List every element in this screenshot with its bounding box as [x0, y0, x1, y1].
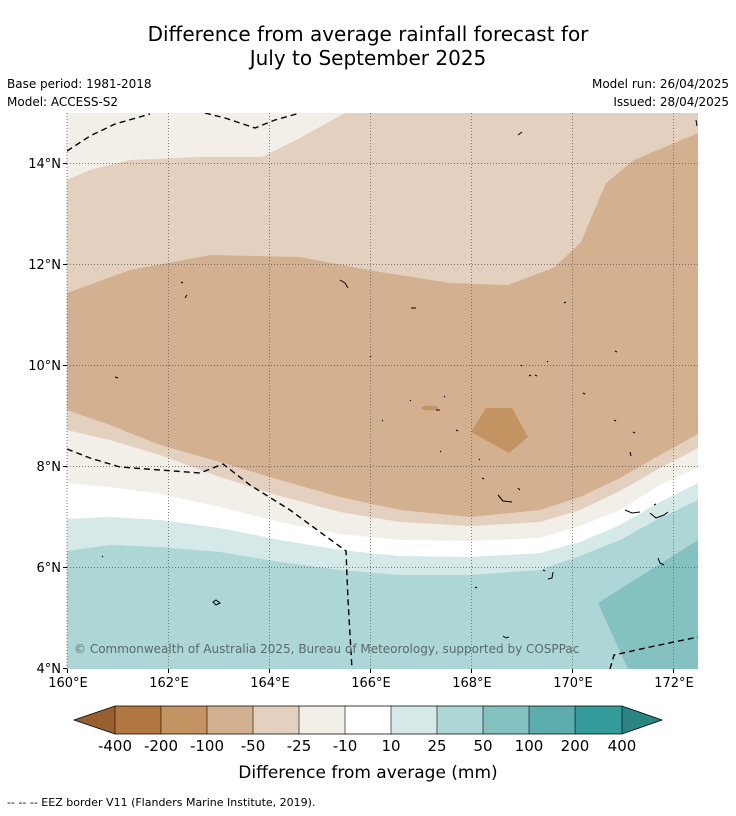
colorbar-labels: -400 -200 -100 -50 -25 -10 10 25 50 100 … [98, 737, 636, 755]
lon-tick-162: 162°E [149, 676, 189, 691]
meta-right: Model run: 26/04/2025 Issued: 28/04/2025 [592, 75, 729, 111]
eez-footnote: -- -- -- EEZ border V11 (Flanders Marine… [7, 796, 316, 809]
lon-tick-166: 166°E [351, 676, 391, 691]
cb-tick-7: 25 [427, 737, 446, 755]
cb-tick-1: -200 [144, 737, 178, 755]
colorbar-extend-low [74, 706, 115, 734]
cb-tick-0: -400 [98, 737, 132, 755]
lon-tick-164: 164°E [250, 676, 290, 691]
model-run: Model run: 26/04/2025 [591, 77, 729, 91]
colorbar-swatch-7 [391, 706, 437, 734]
islands [101, 119, 698, 639]
meta-left: Base period: 1981-2018 Model: ACCESS-S2 [7, 75, 152, 111]
lat-tick-6: 6°N [37, 561, 62, 576]
cb-tick-11: 400 [608, 737, 637, 755]
colorbar-swatch-1 [115, 706, 161, 734]
title-line-1: Difference from average rainfall forecas… [147, 22, 589, 46]
cb-tick-2: -100 [190, 737, 224, 755]
issued-date: Issued: 28/04/2025 [613, 95, 729, 109]
band-neg100-neg50 [67, 133, 698, 517]
colorbar-dividers [114, 706, 623, 734]
map-plot: © Commonwealth of Australia 2025, Bureau… [67, 113, 698, 669]
lat-tick-8: 8°N [37, 460, 62, 475]
colorbar-swatch-11 [575, 706, 622, 734]
title-line-2: July to September 2025 [249, 46, 487, 70]
copyright-text: © Commonwealth of Australia 2025, Bureau… [74, 642, 579, 656]
cb-tick-3: -50 [241, 737, 266, 755]
cb-tick-4: -25 [287, 737, 312, 755]
cb-tick-5: -10 [333, 737, 358, 755]
small-patch-neg200 [422, 405, 438, 411]
lon-tick-168: 168°E [452, 676, 492, 691]
eez-border [67, 113, 698, 669]
lat-tick-12: 12°N [28, 258, 61, 273]
cb-tick-9: 100 [515, 737, 544, 755]
colorbar-swatch-4 [253, 706, 299, 734]
band-25-50 [598, 540, 698, 669]
lat-tick-14: 14°N [28, 157, 61, 172]
band-neg200-neg100 [471, 408, 528, 453]
lon-tick-160: 160°E [48, 676, 88, 691]
gridlines [67, 113, 698, 669]
lon-labels: 160°E 162°E 164°E 166°E 168°E 170°E 172°… [48, 676, 694, 691]
cb-tick-6: 10 [381, 737, 400, 755]
colorbar-title: Difference from average (mm) [238, 763, 497, 783]
cb-tick-10: 200 [561, 737, 590, 755]
lat-tick-4: 4°N [37, 662, 62, 677]
map-title: Difference from average rainfall forecas… [0, 22, 736, 70]
colorbar-swatch-3 [207, 706, 253, 734]
lon-tick-172: 172°E [654, 676, 694, 691]
colorbar-swatch-6 [345, 706, 391, 734]
model-name: Model: ACCESS-S2 [7, 95, 119, 109]
axis-ticks [63, 163, 674, 673]
cb-tick-8: 50 [473, 737, 492, 755]
lon-tick-170: 170°E [553, 676, 593, 691]
base-period: Base period: 1981-2018 [7, 77, 152, 91]
lat-tick-10: 10°N [28, 359, 61, 374]
lat-labels: 4°N 6°N 8°N 10°N 12°N 14°N [28, 157, 61, 677]
colorbar: -400 -200 -100 -50 -25 -10 10 25 50 100 … [72, 705, 664, 783]
colorbar-swatch-2 [161, 706, 207, 734]
colorbar-extend-high [622, 706, 662, 734]
colorbar-swatch-8 [437, 706, 483, 734]
colorbar-swatch-9 [483, 706, 529, 734]
colorbar-swatch-10 [529, 706, 575, 734]
colorbar-swatch-5 [299, 706, 345, 734]
